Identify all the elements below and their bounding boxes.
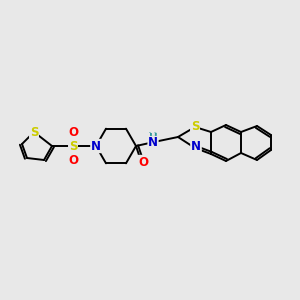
Text: S: S [191, 121, 199, 134]
Text: O: O [138, 155, 148, 169]
Text: N: N [91, 140, 101, 152]
Text: O: O [68, 154, 78, 166]
Text: S: S [191, 121, 199, 134]
Text: S: S [69, 140, 77, 152]
Text: H: H [148, 133, 158, 143]
Text: S: S [30, 125, 38, 139]
Text: S: S [69, 140, 77, 152]
Text: O: O [68, 154, 78, 166]
Text: O: O [68, 125, 78, 139]
Text: N: N [191, 140, 201, 154]
Text: N: N [91, 140, 101, 152]
Text: N: N [191, 142, 201, 154]
Text: N: N [148, 136, 158, 149]
Text: H: H [148, 132, 158, 142]
Text: O: O [138, 155, 148, 169]
Text: O: O [68, 125, 78, 139]
Text: S: S [30, 125, 38, 139]
